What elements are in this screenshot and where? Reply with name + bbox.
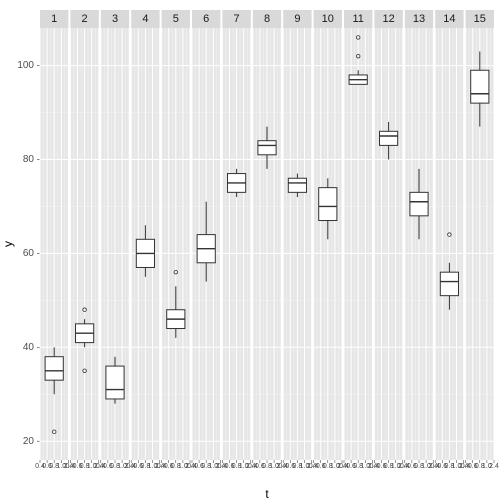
y-tick-label: 60 [23, 248, 35, 259]
facet-strip-label: 15 [474, 13, 486, 25]
facet-strip-label: 11 [352, 13, 363, 25]
box [471, 70, 489, 103]
box [106, 366, 124, 399]
facet-strip-label: 4 [142, 13, 148, 25]
y-tick-label: 80 [23, 154, 35, 165]
y-tick-label: 20 [23, 436, 35, 447]
facet-strip-label: 3 [112, 13, 118, 25]
facet-strip-label: 2 [82, 13, 88, 25]
facet-strip-label: 12 [382, 13, 394, 25]
facet-strip-label: 5 [173, 13, 179, 25]
box [380, 131, 398, 145]
box [288, 178, 306, 192]
facet-strip-label: 10 [322, 13, 334, 25]
box [440, 272, 458, 295]
facet-strip-label: 8 [264, 13, 270, 25]
y-tick-label: 100 [17, 60, 34, 71]
facet-strip-label: 14 [443, 13, 455, 25]
facet-strip-label: 9 [294, 13, 300, 25]
y-tick-label: 40 [23, 342, 35, 353]
box [319, 188, 337, 221]
facet-strip-label: 13 [413, 13, 425, 25]
box [410, 192, 428, 215]
y-axis-title: y [1, 241, 15, 247]
facet-strip-label: 1 [51, 13, 57, 25]
box [258, 141, 276, 155]
facet-strip-label: 6 [203, 13, 209, 25]
x-tick-label: 2.4 [489, 463, 499, 470]
box [45, 357, 63, 380]
facet-strip-label: 7 [234, 13, 240, 25]
